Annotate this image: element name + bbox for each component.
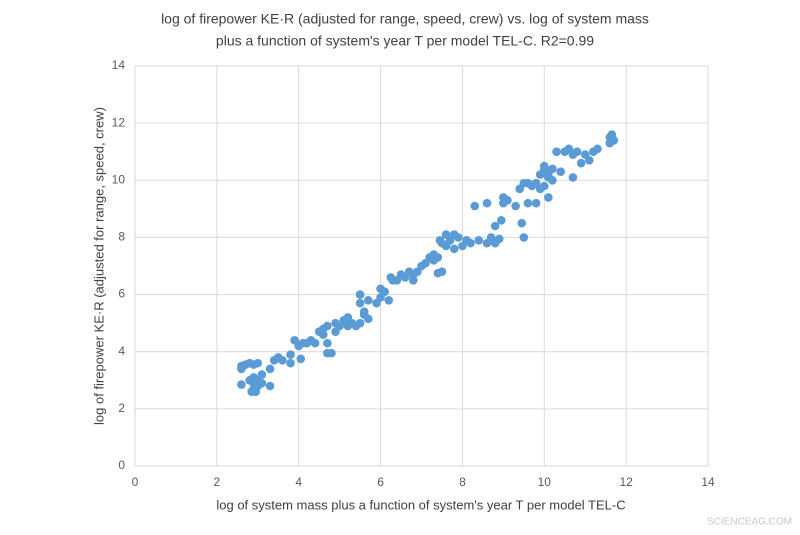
point xyxy=(363,295,373,305)
y-tick-label: 12 xyxy=(112,115,126,129)
point xyxy=(323,338,332,348)
y-tick-label: 4 xyxy=(118,344,125,358)
point xyxy=(433,253,443,262)
point xyxy=(433,268,443,278)
x-tick-label: 4 xyxy=(295,475,302,489)
y-tick-label: 14 xyxy=(112,58,126,72)
point xyxy=(380,287,389,297)
point xyxy=(572,147,582,157)
x-axis-label: log of system mass plus a function of sy… xyxy=(216,497,625,512)
point xyxy=(544,193,553,202)
point xyxy=(409,275,418,285)
point xyxy=(286,350,295,359)
point xyxy=(503,195,512,205)
point xyxy=(323,321,332,331)
point xyxy=(511,201,520,211)
chart-title: log of firepower KE·R (adjusted for rang… xyxy=(161,11,649,27)
point xyxy=(517,218,527,228)
point xyxy=(576,158,586,168)
x-tick-label: 6 xyxy=(377,475,384,489)
y-axis-label: log of firepower KE·R (adjusted for rang… xyxy=(91,107,106,425)
point xyxy=(548,164,557,174)
point xyxy=(318,330,328,339)
point xyxy=(548,175,557,185)
point xyxy=(327,348,336,358)
point xyxy=(286,358,295,368)
point xyxy=(355,318,365,328)
y-tick-label: 6 xyxy=(118,287,125,301)
x-tick-label: 0 xyxy=(132,475,139,489)
point xyxy=(265,381,275,391)
point xyxy=(253,358,263,368)
x-tick-label: 8 xyxy=(459,475,466,489)
point xyxy=(355,298,365,308)
x-tick-label: 2 xyxy=(214,475,221,489)
point xyxy=(474,235,484,245)
point xyxy=(523,198,533,208)
y-tick-label: 0 xyxy=(118,458,125,472)
point xyxy=(585,155,594,165)
y-tick-label: 10 xyxy=(112,172,126,186)
point xyxy=(466,238,475,248)
point xyxy=(363,314,373,324)
point xyxy=(539,161,549,171)
point xyxy=(494,234,504,244)
point xyxy=(296,354,306,364)
point xyxy=(384,295,394,305)
point xyxy=(310,338,320,348)
point xyxy=(449,244,459,254)
point xyxy=(237,380,246,389)
point xyxy=(490,221,500,231)
point xyxy=(343,313,353,322)
point xyxy=(454,233,463,242)
point xyxy=(278,355,287,365)
point xyxy=(556,167,565,177)
point xyxy=(265,364,275,374)
x-tick-label: 10 xyxy=(538,475,552,489)
point xyxy=(552,147,561,157)
point xyxy=(437,238,447,248)
point xyxy=(539,181,549,191)
chart-title: plus a function of system's year T per m… xyxy=(216,33,594,49)
x-tick-label: 12 xyxy=(619,475,633,489)
point xyxy=(609,135,619,145)
y-tick-label: 2 xyxy=(118,401,125,415)
watermark: SCIENCEAG.COM xyxy=(707,517,792,528)
point xyxy=(359,307,369,317)
point xyxy=(568,173,578,182)
point xyxy=(593,144,602,154)
point xyxy=(482,198,492,208)
point xyxy=(519,233,529,242)
point xyxy=(497,215,506,225)
y-tick-label: 8 xyxy=(118,230,125,244)
point xyxy=(531,198,541,208)
point xyxy=(470,201,480,211)
point xyxy=(249,378,258,388)
x-tick-label: 14 xyxy=(701,475,715,489)
point xyxy=(355,290,365,299)
